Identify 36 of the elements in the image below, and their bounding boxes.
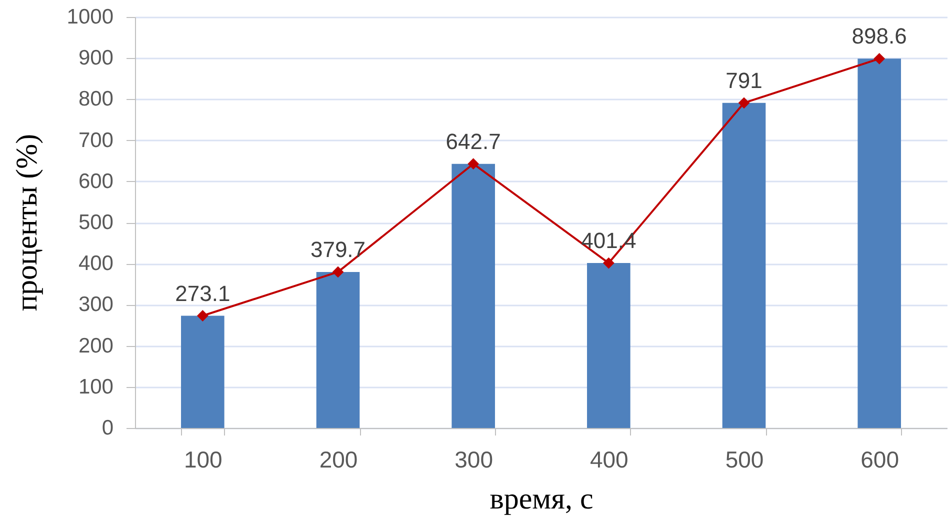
y-tick-label: 0 [102,416,114,440]
bar [452,164,495,428]
y-tick-label: 500 [78,211,114,234]
y-tick-label: 800 [78,88,114,111]
point [738,97,750,109]
bar [181,316,224,428]
y-tick-label: 900 [78,46,114,70]
data-label: 379.7 [310,236,366,262]
data-label: 642.7 [446,128,501,154]
y-tick-label: 600 [78,170,114,193]
bar [316,272,360,428]
data-label: 898.6 [852,24,907,49]
data-label: 273.1 [175,280,230,306]
x-tick-label: 400 [590,446,628,472]
x-tick-label: 600 [860,446,900,472]
point [468,158,480,170]
y-tick-label: 100 [78,375,114,398]
bar [858,58,901,428]
x-tick-label: 100 [184,446,222,472]
x-axis-title: время, с [490,482,594,516]
x-tick-label: 300 [454,446,494,472]
x-tick-label: 200 [319,446,358,472]
y-tick-label: 400 [78,252,114,276]
bar [587,263,630,428]
point [332,266,344,278]
y-tick-label: 700 [78,128,114,152]
y-tick-label: 300 [78,293,114,316]
y-tick-label: 1000 [66,6,114,28]
y-tick-label: 200 [78,334,114,358]
bar [722,102,766,428]
point [196,310,208,322]
y-axis-title: проценты (%) [10,134,44,312]
data-label: 791 [726,68,762,93]
point [602,257,614,269]
x-tick-label: 500 [725,446,764,472]
point [874,52,886,64]
